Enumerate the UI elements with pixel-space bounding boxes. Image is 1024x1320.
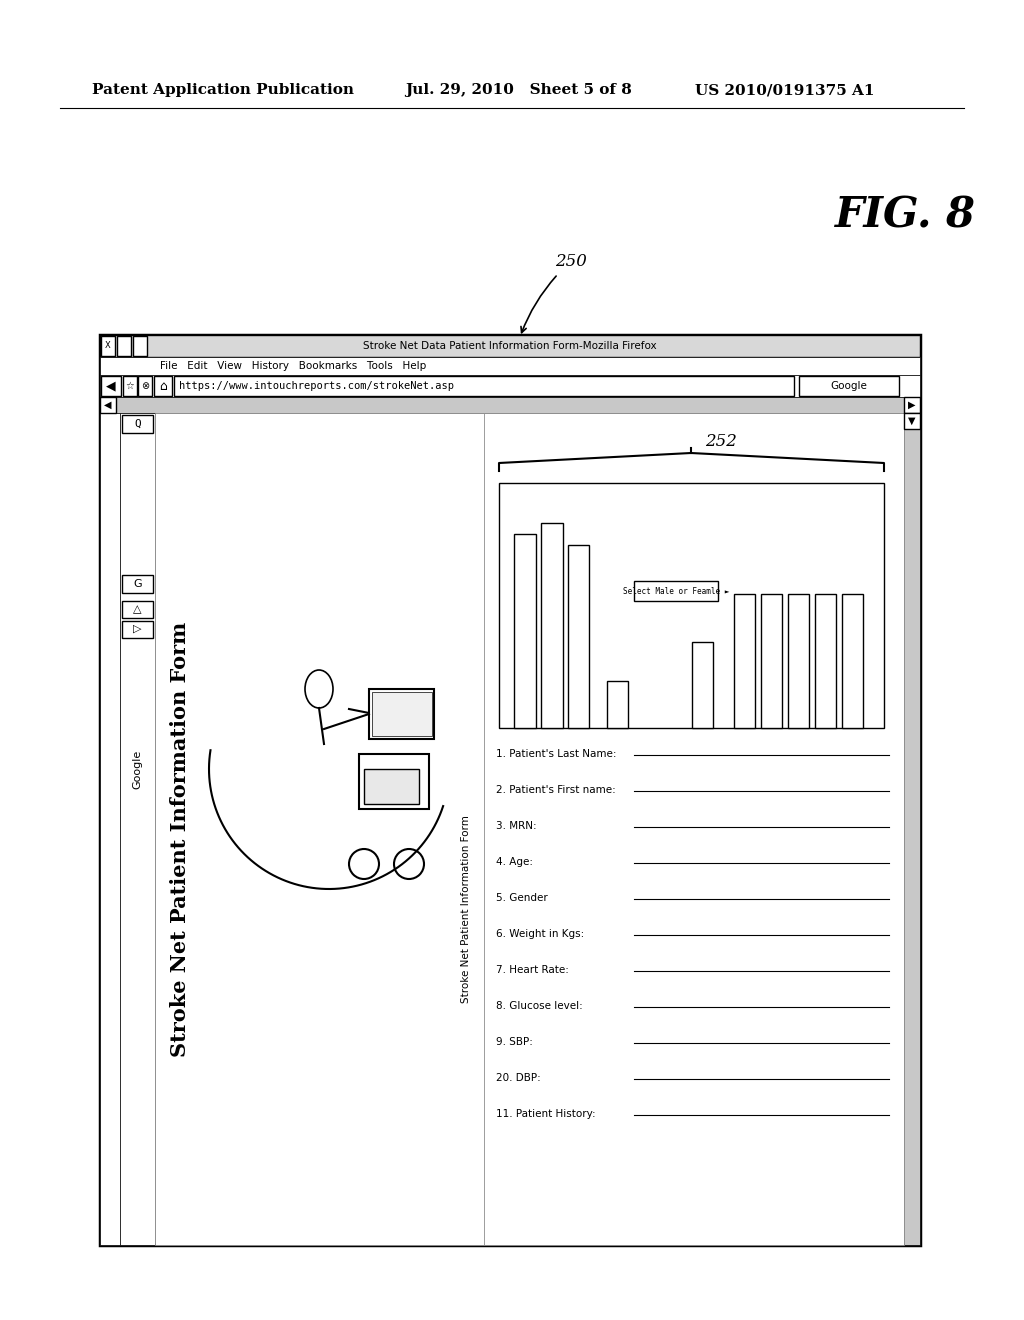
Bar	[120, 413, 155, 1245]
Bar	[761, 594, 782, 729]
Bar	[842, 594, 863, 729]
Text: 3. MRN:: 3. MRN:	[496, 821, 537, 832]
Bar	[174, 376, 794, 396]
Text: Q: Q	[134, 418, 141, 429]
Bar	[691, 642, 713, 729]
Text: X: X	[105, 342, 111, 351]
Bar	[514, 535, 536, 729]
Text: 8. Glucose level:: 8. Glucose level:	[496, 1001, 583, 1011]
Text: 2. Patient's First name:: 2. Patient's First name:	[496, 785, 615, 795]
Bar	[155, 413, 484, 1245]
Bar	[101, 376, 121, 396]
Text: 11. Patient History:: 11. Patient History:	[496, 1109, 596, 1119]
Text: 7. Heart Rate:: 7. Heart Rate:	[496, 965, 569, 975]
Bar	[634, 581, 719, 601]
Text: 252: 252	[706, 433, 737, 450]
Bar	[607, 681, 628, 729]
Text: ▷: ▷	[133, 624, 141, 634]
Text: Stroke Net Data Patient Information Form-Mozilla Firefox: Stroke Net Data Patient Information Form…	[364, 341, 656, 351]
Text: US 2010/0191375 A1: US 2010/0191375 A1	[695, 83, 874, 96]
Bar	[123, 376, 137, 396]
Text: Stroke Net Patient Information Form: Stroke Net Patient Information Form	[461, 814, 471, 1003]
Bar	[568, 545, 590, 729]
Bar	[100, 413, 120, 1245]
Bar	[815, 594, 836, 729]
Bar	[359, 754, 429, 809]
Bar	[100, 397, 116, 413]
Text: 9. SBP:: 9. SBP:	[496, 1038, 532, 1047]
Bar	[484, 413, 904, 1245]
Bar	[904, 397, 920, 413]
Bar	[100, 335, 920, 356]
Bar	[122, 414, 153, 433]
Text: ▼: ▼	[908, 416, 915, 426]
Text: ⌂: ⌂	[159, 380, 167, 392]
Text: 250: 250	[555, 253, 587, 271]
Bar	[799, 376, 899, 396]
Text: Google: Google	[132, 750, 142, 788]
Bar	[734, 594, 755, 729]
Bar	[787, 594, 809, 729]
Bar	[369, 689, 434, 739]
Text: https://www.intouchreports.com/strokeNet.asp: https://www.intouchreports.com/strokeNet…	[179, 381, 454, 391]
Text: ⊗: ⊗	[141, 381, 150, 391]
Text: 1. Patient's Last Name:: 1. Patient's Last Name:	[496, 748, 616, 759]
Bar	[100, 356, 920, 375]
Bar	[122, 601, 153, 618]
Bar	[100, 335, 920, 1245]
Bar	[904, 413, 920, 1245]
Bar	[542, 523, 562, 729]
Text: Select Male or Feamle ►: Select Male or Feamle ►	[623, 586, 729, 595]
Bar	[499, 483, 884, 729]
Text: ▶: ▶	[908, 400, 915, 411]
Bar	[100, 375, 920, 397]
Text: ◀: ◀	[106, 380, 116, 392]
Text: △: △	[133, 605, 141, 614]
Bar	[372, 692, 432, 737]
Text: ◀: ◀	[104, 400, 112, 411]
Bar	[904, 413, 920, 429]
Text: Jul. 29, 2010   Sheet 5 of 8: Jul. 29, 2010 Sheet 5 of 8	[406, 83, 632, 96]
Text: FIG. 8: FIG. 8	[835, 194, 976, 236]
Text: File   Edit   View   History   Bookmarks   Tools   Help: File Edit View History Bookmarks Tools H…	[160, 360, 426, 371]
Text: ☆: ☆	[126, 381, 134, 391]
Bar	[154, 376, 172, 396]
Bar	[122, 620, 153, 638]
Bar	[133, 337, 147, 356]
Bar	[100, 397, 920, 413]
Text: Patent Application Publication: Patent Application Publication	[92, 83, 354, 96]
Text: Stroke Net Patient Information Form: Stroke Net Patient Information Form	[170, 622, 190, 1056]
Bar	[138, 376, 152, 396]
Text: G: G	[133, 579, 141, 589]
Bar	[101, 337, 115, 356]
Bar	[122, 576, 153, 593]
Text: Google: Google	[830, 381, 867, 391]
Text: 20. DBP:: 20. DBP:	[496, 1073, 541, 1082]
Text: 5. Gender: 5. Gender	[496, 894, 548, 903]
Text: 4. Age:: 4. Age:	[496, 857, 534, 867]
Bar	[117, 337, 131, 356]
Bar	[364, 770, 419, 804]
Text: 6. Weight in Kgs:: 6. Weight in Kgs:	[496, 929, 585, 939]
